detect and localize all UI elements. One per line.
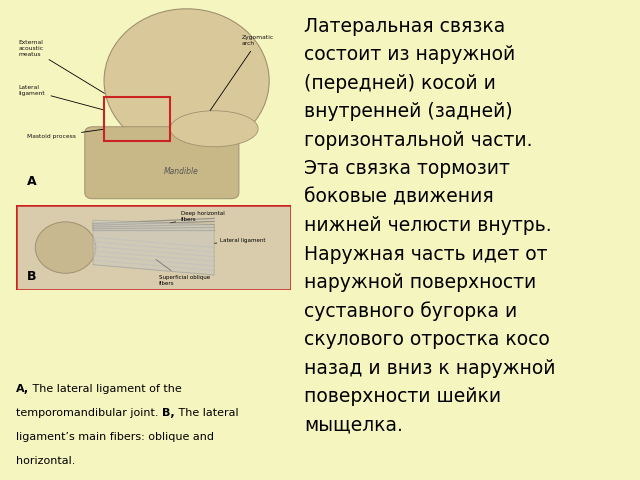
Text: Zygomatic
arch: Zygomatic arch	[210, 36, 274, 110]
Polygon shape	[93, 220, 214, 275]
Text: (передней) косой и: (передней) косой и	[305, 73, 496, 93]
Bar	[104, 97, 170, 141]
Text: The lateral: The lateral	[175, 408, 238, 418]
Text: нижней челюсти внутрь.: нижней челюсти внутрь.	[305, 216, 552, 235]
Text: поверхности шейки: поверхности шейки	[305, 387, 502, 406]
Text: B: B	[27, 270, 36, 283]
Text: Deep horizontal
fibers: Deep horizontal fibers	[170, 211, 225, 223]
Text: горизонтальной части.: горизонтальной части.	[305, 131, 533, 150]
FancyBboxPatch shape	[84, 127, 239, 199]
Text: скулового отростка косо: скулового отростка косо	[305, 330, 550, 349]
Ellipse shape	[170, 111, 258, 147]
Ellipse shape	[35, 222, 96, 273]
Text: Superficial oblique
fibers: Superficial oblique fibers	[156, 260, 210, 286]
Text: A,: A,	[16, 384, 29, 394]
Text: наружной поверхности: наружной поверхности	[305, 273, 536, 292]
Text: назад и вниз к наружной: назад и вниз к наружной	[305, 359, 556, 378]
Text: Mastoid process: Mastoid process	[27, 129, 104, 139]
Text: A: A	[27, 175, 36, 188]
Text: Mandible: Mandible	[164, 167, 198, 176]
Text: Lateral ligament: Lateral ligament	[214, 238, 265, 243]
Text: Эта связка тормозит: Эта связка тормозит	[305, 159, 510, 178]
Ellipse shape	[104, 9, 269, 153]
Text: состоит из наружной: состоит из наружной	[305, 45, 516, 64]
Text: The lateral ligament of the: The lateral ligament of the	[29, 384, 182, 394]
Text: боковые движения: боковые движения	[305, 188, 494, 207]
Text: External
acoustic
meatus: External acoustic meatus	[19, 40, 104, 93]
Text: Латеральная связка: Латеральная связка	[305, 16, 506, 36]
Text: мыщелка.: мыщелка.	[305, 416, 403, 435]
Text: Наружная часть идет от: Наружная часть идет от	[305, 245, 548, 264]
Text: суставного бугорка и: суставного бугорка и	[305, 302, 518, 322]
Text: horizontal.: horizontal.	[16, 456, 76, 466]
Text: ligament’s main fibers: oblique and: ligament’s main fibers: oblique and	[16, 432, 214, 442]
Text: temporomandibular joint.: temporomandibular joint.	[16, 408, 162, 418]
Text: внутренней (задней): внутренней (задней)	[305, 102, 513, 121]
Text: Lateral
ligament: Lateral ligament	[19, 85, 104, 110]
Text: B,: B,	[162, 408, 175, 418]
